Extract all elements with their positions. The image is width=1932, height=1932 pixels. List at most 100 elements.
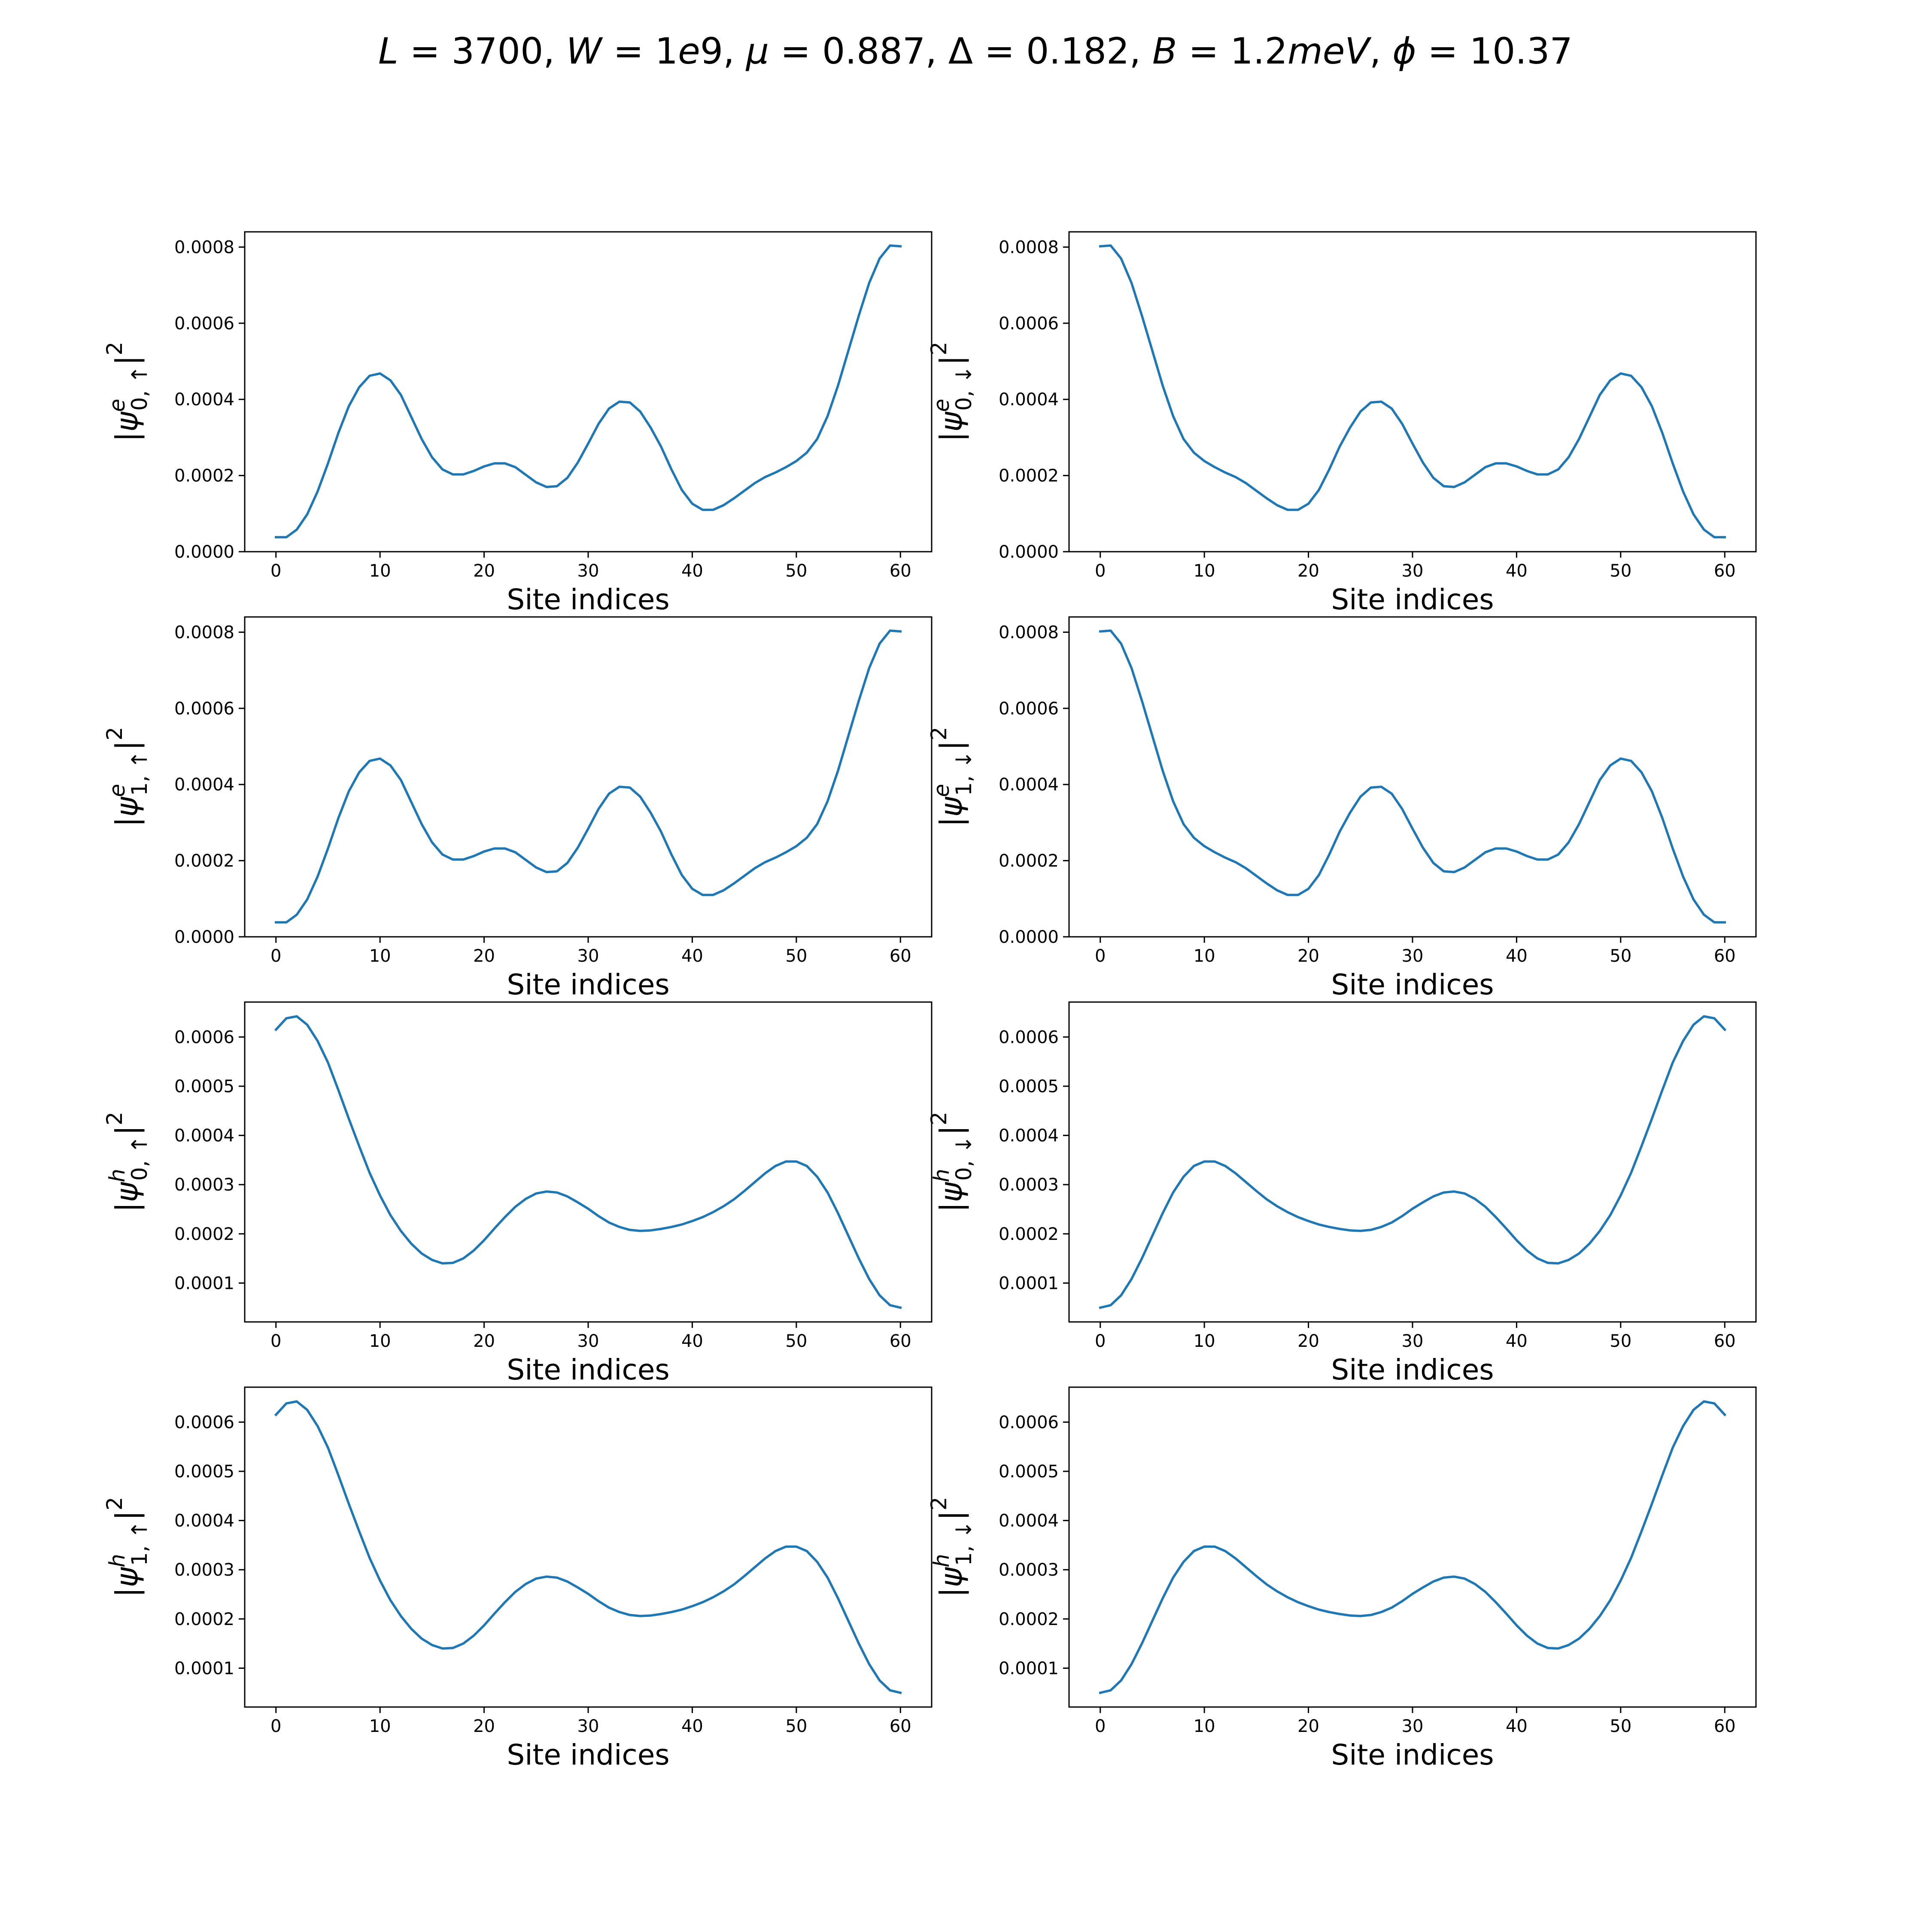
y-tick-label: 0.0002	[999, 851, 1059, 871]
y-tick-label: 0.0000	[174, 927, 234, 947]
x-axis-label: Site indices	[507, 1353, 669, 1386]
y-label-superscript: h	[929, 1169, 954, 1182]
x-tick-label: 0	[1095, 1716, 1106, 1736]
x-tick-label: 30	[577, 1331, 599, 1351]
y-axis-label: |ψh0, ↓|2	[927, 1112, 976, 1212]
figure-title-part: 9,	[700, 30, 746, 72]
y-tick-label: 0.0003	[174, 1560, 234, 1580]
y-label-exponent: 2	[102, 1497, 127, 1510]
x-tick-label: 10	[1194, 561, 1215, 581]
y-label-bar: |	[934, 1510, 969, 1521]
y-label-bar: |	[934, 741, 969, 751]
x-tick-label: 10	[1194, 946, 1215, 966]
y-tick-label: 0.0003	[999, 1175, 1059, 1195]
subplot-4: 0 10 20 30 40 50 60 0.0000 0.0002 0.0004 0.0006 0.0…	[927, 616, 1757, 1001]
x-tick-label: 40	[681, 1716, 703, 1736]
y-axis-label: |ψh0, ↑|2	[102, 1112, 152, 1212]
x-tick-label: 50	[1610, 1331, 1631, 1351]
x-tick-label: 0	[1095, 561, 1106, 581]
y-tick-label: 0.0000	[999, 542, 1059, 562]
y-tick-label: 0.0001	[999, 1273, 1059, 1293]
x-tick-label: 30	[1402, 1716, 1424, 1736]
y-tick-label: 0.0001	[999, 1659, 1059, 1678]
x-tick-label: 10	[369, 1716, 391, 1736]
x-tick-label: 50	[785, 946, 807, 966]
x-tick-label: 30	[577, 1716, 599, 1736]
figure-title-part: ,	[1370, 30, 1392, 72]
y-tick-label: 0.0002	[999, 1610, 1059, 1629]
x-tick-label: 40	[681, 946, 703, 966]
y-label-exponent: 2	[102, 727, 127, 741]
x-tick-label: 0	[1095, 1331, 1106, 1351]
y-label-bar: |	[934, 355, 969, 366]
y-axis-label: |ψe1, ↑|2	[102, 727, 152, 827]
subplot-7: 0 10 20 30 40 50 60 0.0001 0.0002 0.0003 0.0004 0.0…	[102, 1386, 933, 1771]
x-tick-label: 60	[1714, 1331, 1736, 1351]
figure-title-part: meV	[1288, 30, 1372, 72]
x-tick-label: 50	[1610, 1716, 1631, 1736]
y-label-psi: ψ	[109, 1182, 145, 1202]
y-tick-label: 0.0004	[999, 1126, 1059, 1146]
figure-title-part: B	[1152, 30, 1177, 72]
x-axis-label: Site indices	[507, 968, 669, 1001]
x-tick-label: 20	[473, 946, 495, 966]
y-label-base: |	[934, 432, 969, 442]
x-tick-label: 0	[270, 946, 281, 966]
x-tick-label: 60	[1714, 946, 1736, 966]
y-tick-label: 0.0002	[999, 1224, 1059, 1244]
y-label-bar: |	[109, 355, 145, 366]
y-label-base: |	[934, 1587, 969, 1598]
y-tick-label: 0.0002	[174, 466, 234, 486]
x-tick-label: 50	[1610, 946, 1631, 966]
series-line	[274, 1400, 902, 1695]
figure-title-part: = 3700,	[398, 30, 566, 72]
y-axis-label: |ψh1, ↑|2	[102, 1497, 152, 1597]
y-tick-label: 0.0006	[174, 1413, 234, 1432]
y-label-base: |	[934, 1202, 969, 1212]
y-label-bar: |	[934, 1125, 969, 1136]
y-tick-label: 0.0004	[174, 1126, 234, 1146]
y-label-psi: ψ	[109, 1567, 145, 1587]
y-label-psi: ψ	[934, 796, 969, 817]
y-tick-label: 0.0006	[174, 1027, 234, 1047]
y-label-subscript: 0, ↓	[951, 365, 976, 411]
x-tick-label: 30	[1402, 561, 1424, 581]
y-label-base: |	[109, 1587, 145, 1598]
y-tick-label: 0.0008	[174, 623, 234, 642]
x-axis-label: Site indices	[1331, 1353, 1494, 1386]
figure-title-part: = 0.182,	[973, 30, 1152, 72]
y-tick-label: 0.0001	[174, 1659, 234, 1678]
subplot-grid: 0 10 20 30 40 50 600.00000.00020.00040.00060.0…	[102, 231, 1757, 1771]
y-tick-label: 0.0006	[999, 1027, 1059, 1047]
y-label-subscript: 1, ↓	[951, 750, 976, 796]
y-label-exponent: 2	[927, 1112, 951, 1125]
y-label-exponent: 2	[102, 1112, 127, 1125]
y-tick-label: 0.0003	[999, 1560, 1059, 1580]
x-tick-label: 20	[473, 1716, 495, 1736]
subplot-5: 0 10 20 30 40 50 60 0.0001 0.0002 0.0003 0.0004 0.0…	[102, 1001, 933, 1386]
y-label-psi: ψ	[109, 411, 145, 432]
y-label-base: |	[109, 817, 145, 827]
x-tick-label: 40	[1506, 561, 1528, 581]
figure-title-part: = 1.2	[1177, 30, 1288, 72]
x-tick-label: 40	[1506, 1331, 1528, 1351]
figure-title-part: Δ	[948, 30, 973, 72]
x-tick-label: 20	[473, 1331, 495, 1351]
y-tick-label: 0.0004	[999, 390, 1059, 410]
y-tick-label: 0.0003	[174, 1175, 234, 1195]
y-label-superscript: e	[105, 399, 130, 412]
y-tick-label: 0.0002	[174, 1610, 234, 1629]
y-label-superscript: e	[929, 399, 954, 412]
y-tick-label: 0.0004	[999, 775, 1059, 795]
y-tick-label: 0.0004	[999, 1511, 1059, 1531]
x-tick-label: 60	[890, 1331, 911, 1351]
y-tick-label: 0.0002	[174, 1224, 234, 1244]
x-tick-label: 50	[1610, 561, 1631, 581]
y-tick-label: 0.0006	[174, 699, 234, 719]
y-label-psi: ψ	[934, 411, 969, 432]
y-label-psi: ψ	[934, 1182, 969, 1202]
y-label-exponent: 2	[927, 727, 951, 741]
x-tick-label: 50	[785, 561, 807, 581]
figure-title-part: = 1	[602, 30, 678, 72]
